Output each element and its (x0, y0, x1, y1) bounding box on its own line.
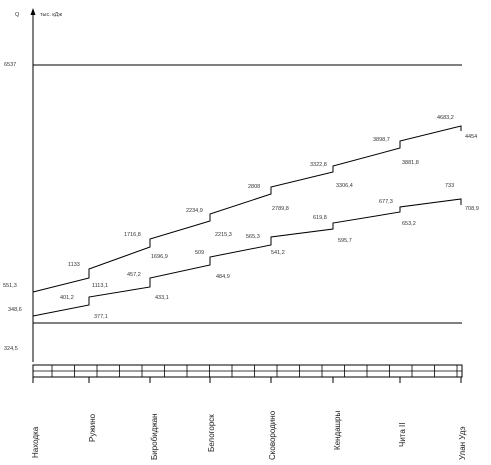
station-label: Улан Удэ (458, 426, 467, 460)
series-upper-label: 3322,8 (310, 162, 327, 168)
y-axis-unit: тыс. кДж (40, 12, 62, 18)
station-label: Чита II (398, 423, 407, 448)
reference-label-upper: 6537 (4, 62, 16, 68)
station-label: Белогорск (207, 414, 216, 452)
route-strip-ticks (51, 365, 458, 377)
series-lower-label: 708,9 (465, 206, 479, 212)
series-lower-label: 733 (445, 183, 454, 189)
series-lower-label: 348,6 (8, 307, 22, 313)
series-lower-label: 619,8 (313, 215, 327, 221)
series-upper-label: 2789,8 (272, 206, 289, 212)
series-upper-label: 1716,8 (124, 232, 141, 238)
series-lower-label: 484,9 (216, 274, 230, 280)
station-ticks (32, 377, 462, 383)
series-upper-label: 3306,4 (336, 183, 353, 189)
route-strip (32, 364, 463, 383)
series-upper-label: 3881,8 (402, 160, 419, 166)
station-label: Сковородино (268, 410, 277, 460)
series-lower-label: 457,2 (127, 272, 141, 278)
series-upper-label: 3898,7 (373, 137, 390, 143)
series-upper-label: 2234,9 (186, 208, 203, 214)
series-upper-label: 4454 (465, 134, 477, 140)
series-lower-label: 377,1 (94, 314, 108, 320)
series-upper-line (32, 125, 462, 293)
series-upper-label: 551,3 (3, 283, 17, 289)
station-label: Находка (31, 426, 40, 458)
series-lower-label: 595,7 (338, 238, 352, 244)
reference-label-lower: 324,5 (4, 346, 18, 352)
series-upper-label: 2808 (248, 184, 260, 190)
series-lower-line (32, 198, 462, 317)
station-label: Биробиджан (150, 413, 159, 460)
series-upper-label: 1133 (68, 262, 80, 268)
series-lower-label: 565,3 (246, 234, 260, 240)
series-lower-label: 541,2 (271, 250, 285, 256)
series-lower-label: 677,3 (379, 199, 393, 205)
y-axis-symbol: Q (15, 12, 20, 18)
series-upper-label: 4683,2 (437, 115, 454, 121)
series-lower-label: 653,2 (402, 221, 416, 227)
series-upper-label: 1113,1 (92, 283, 108, 289)
series-lower-label: 433,1 (155, 295, 169, 301)
station-label: Кендашры (333, 410, 342, 450)
series-upper-label: 2215,3 (215, 232, 232, 238)
y-axis-arrow (30, 8, 36, 15)
series-lower-label: 401,2 (60, 295, 74, 301)
series-upper-label: 1696,9 (151, 254, 168, 260)
series-lower-label: 509 (195, 250, 204, 256)
station-label: Ружино (88, 413, 97, 442)
